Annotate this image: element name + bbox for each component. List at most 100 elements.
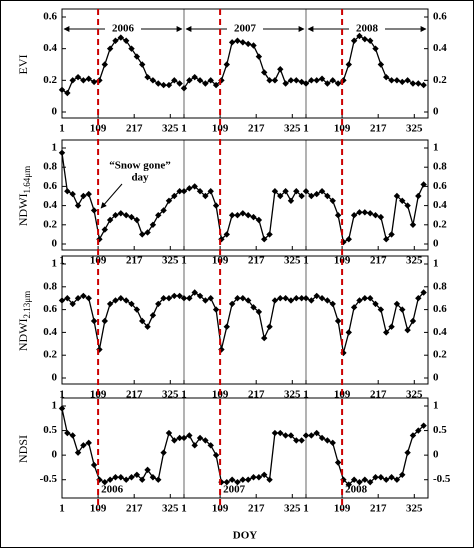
point — [302, 80, 310, 87]
point — [250, 304, 257, 311]
x-tick-label: 325 — [162, 503, 179, 515]
y-tick-label: 0.2 — [43, 349, 57, 361]
y-axis-label-sub: 1.64μm — [22, 166, 32, 194]
point — [324, 192, 331, 200]
x-tick-label: 217 — [370, 123, 387, 135]
point — [207, 77, 214, 84]
point — [144, 323, 151, 330]
point — [350, 37, 358, 44]
point — [165, 295, 173, 302]
point — [160, 81, 167, 89]
y-tick-label: 0.4 — [43, 199, 57, 211]
point — [223, 61, 230, 68]
point — [80, 77, 87, 84]
point — [313, 292, 320, 300]
x-tick-label: 217 — [248, 503, 265, 515]
point — [409, 317, 417, 325]
point — [85, 75, 92, 82]
point — [139, 231, 146, 238]
point — [122, 476, 130, 483]
x-tick-label: 325 — [162, 123, 179, 135]
point — [255, 474, 263, 481]
point — [366, 37, 374, 44]
panel-frame — [61, 8, 429, 119]
y-axis-label: NDSI — [16, 435, 30, 463]
point — [165, 197, 173, 204]
point — [196, 77, 204, 84]
point — [377, 213, 385, 221]
point — [80, 292, 87, 300]
point — [186, 185, 193, 192]
point — [345, 61, 352, 68]
point — [117, 474, 125, 481]
point — [223, 478, 230, 486]
point — [420, 422, 427, 429]
point — [176, 80, 183, 87]
point — [318, 188, 326, 195]
point — [239, 295, 247, 302]
point — [239, 476, 247, 483]
y2-tick-label: 0.6 — [433, 180, 447, 192]
point — [58, 149, 66, 156]
point — [117, 295, 125, 302]
point — [261, 334, 268, 342]
point — [101, 226, 108, 233]
point — [415, 80, 422, 87]
y-tick-label: -0.5 — [40, 473, 58, 485]
y-tick-label: 0.2 — [43, 218, 57, 230]
point — [393, 192, 401, 200]
point — [250, 42, 257, 49]
point — [308, 77, 315, 84]
point — [234, 37, 241, 44]
y2-tick-label: 0.6 — [433, 303, 447, 315]
y-tick-label: 0.6 — [43, 303, 57, 315]
point — [155, 212, 162, 219]
point — [64, 89, 71, 97]
x-axis-label: DOY — [233, 530, 258, 542]
point — [139, 476, 146, 483]
point — [313, 190, 320, 198]
point — [101, 478, 108, 486]
point — [69, 190, 76, 198]
y-tick-label: 0 — [52, 449, 58, 461]
point — [122, 297, 130, 304]
point — [293, 188, 300, 195]
point — [293, 295, 300, 302]
x-tick-label: 217 — [126, 255, 143, 267]
point — [106, 216, 114, 224]
y2-tick-label: 0 — [433, 449, 439, 461]
x-tick-label: 109 — [334, 123, 351, 135]
point — [207, 295, 214, 302]
x-tick-label: 109 — [90, 503, 107, 515]
y-axis-label-main: NDSI — [16, 435, 30, 463]
point — [282, 188, 289, 195]
y2-tick-label: 1 — [433, 258, 439, 270]
point — [90, 317, 98, 325]
x-tick-label: 217 — [126, 123, 143, 135]
series-line — [183, 432, 302, 483]
year-label: 2008 — [356, 23, 379, 35]
point — [420, 289, 427, 296]
point — [388, 474, 395, 481]
point — [298, 295, 305, 302]
point — [171, 292, 178, 300]
x-tick-label: 325 — [162, 255, 179, 267]
point — [180, 434, 188, 442]
panel-frame — [61, 397, 429, 499]
point — [139, 61, 146, 68]
point — [186, 432, 193, 439]
point — [361, 209, 369, 216]
point — [298, 437, 305, 444]
y-axis-label: EVI — [16, 55, 30, 75]
point — [144, 73, 151, 81]
x-tick-label: 217 — [248, 389, 265, 401]
point — [133, 471, 141, 478]
point — [144, 229, 151, 236]
point — [255, 216, 263, 224]
point — [160, 295, 167, 302]
point — [356, 297, 363, 304]
point — [128, 45, 135, 52]
point — [69, 432, 76, 439]
point — [266, 476, 273, 483]
y-tick-label: 1 — [52, 400, 58, 412]
